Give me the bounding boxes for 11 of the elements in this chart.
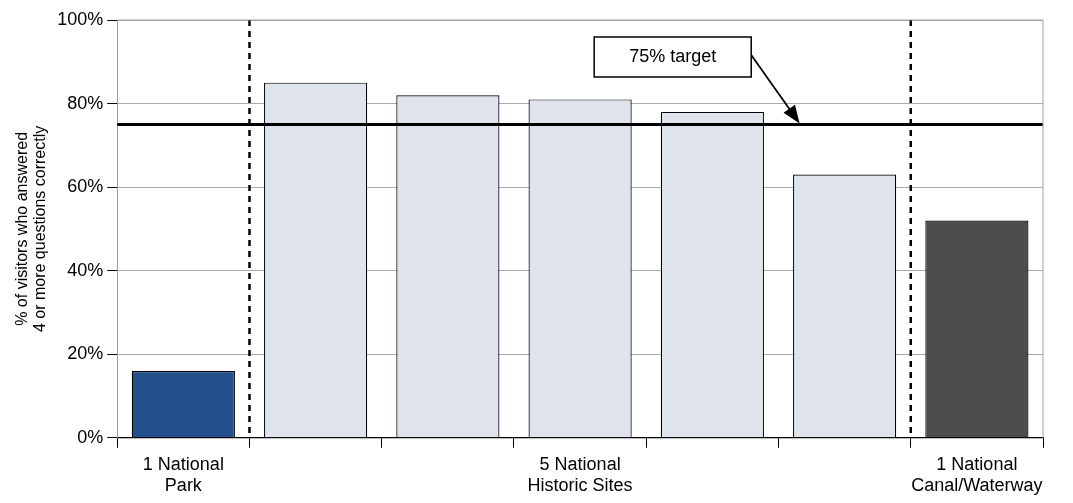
y-tick-label: 0% [77,426,104,447]
y-tick-label: 20% [67,343,104,364]
y-tick-label: 80% [67,92,104,113]
x-tick-label: 1 National Park [142,453,224,496]
x-tick-label: 1 National Canal/Waterway [911,453,1043,496]
y-tick-label: 40% [67,259,104,280]
y-tick-label: 60% [67,176,104,197]
ref-line-label: 75% target [629,45,717,66]
y-tick-label: 100% [57,8,104,29]
y-axis-title: % of visitors who answered 4 or more questions correctly [13,125,48,333]
x-tick-label: 5 National Historic Sites [527,453,633,496]
